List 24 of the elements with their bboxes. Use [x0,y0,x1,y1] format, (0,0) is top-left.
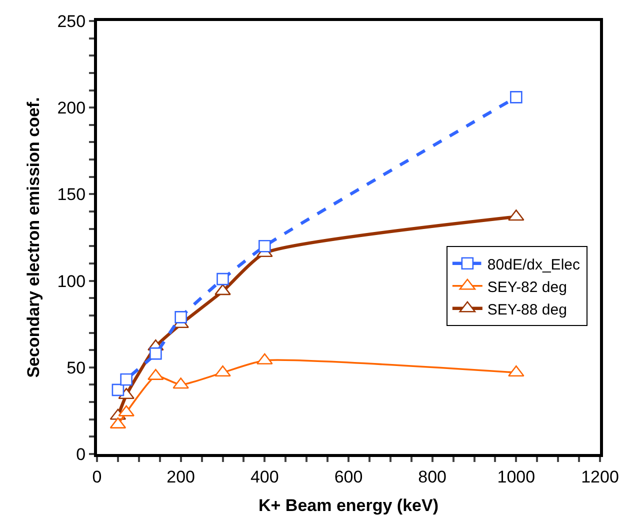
x-tick-label: 600 [334,467,363,486]
x-tick-label: 400 [250,467,279,486]
x-tick-label: 200 [166,467,196,486]
x-axis-title: K+ Beam energy (keV) [258,496,438,515]
x-tick-label: 1200 [581,467,619,486]
y-tick-label: 150 [57,185,86,204]
x-tick-label: 1000 [497,467,536,486]
y-tick-label: 200 [57,98,86,118]
y-tick-label: 50 [66,358,86,378]
y-tick-label: 100 [57,272,86,291]
point [150,347,162,360]
y-tick-label: 0 [76,444,86,464]
y-axis-title: Secondary electron emission coef. [24,97,43,378]
point [258,240,271,252]
legend-label: SEY-82 deg [487,278,567,296]
x-tick-label: 800 [418,467,447,486]
point [510,91,522,104]
y-tick-label: 250 [57,12,86,31]
legend-label: 80dE/dx_Elec [487,256,580,274]
point [120,373,132,386]
legend-label: SEY-88 deg [487,301,567,318]
x-tick-label: 0 [92,467,102,486]
point [174,311,187,324]
point [216,272,229,286]
